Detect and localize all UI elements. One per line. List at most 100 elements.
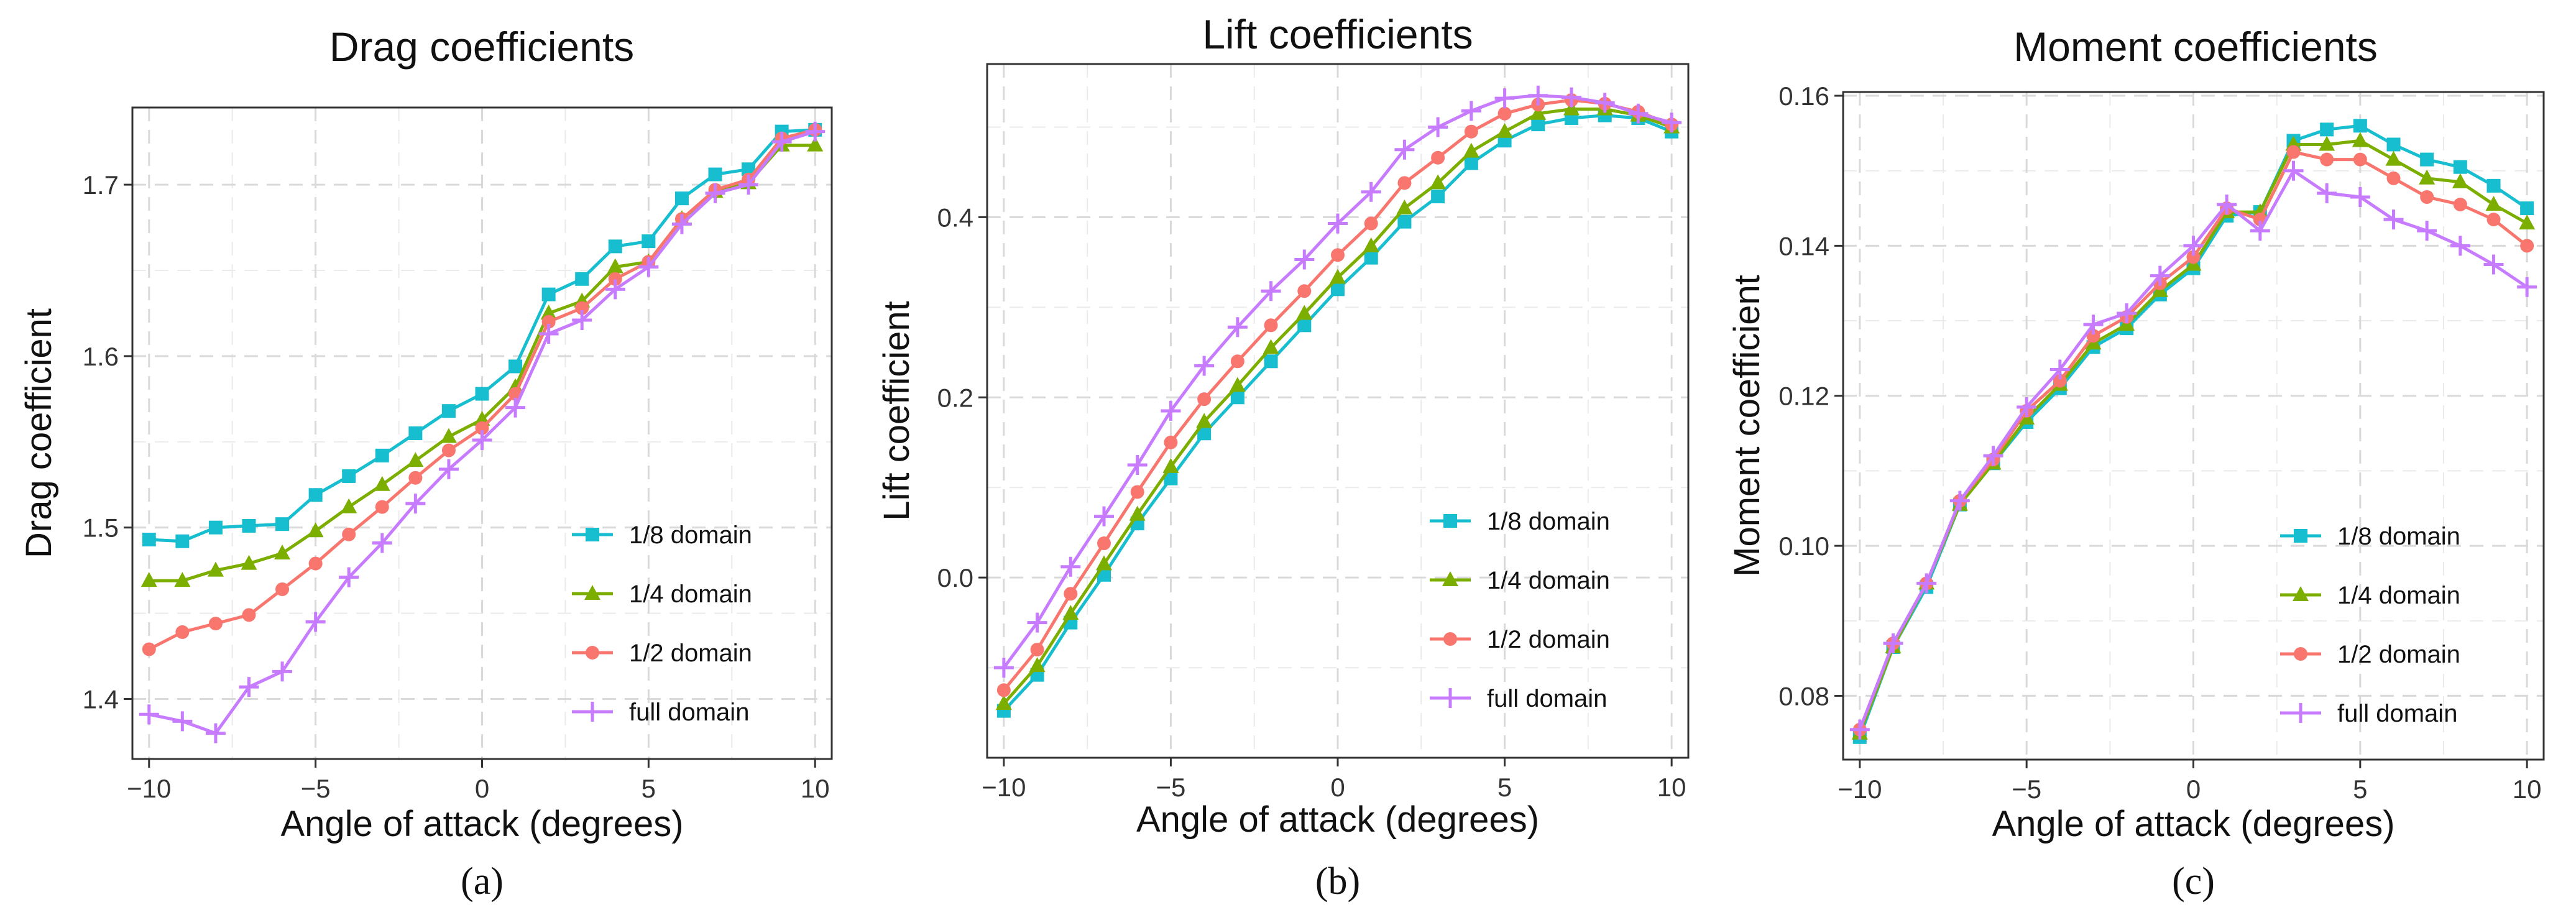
data-point: [1027, 612, 1047, 633]
x-tick-label: 5: [1497, 773, 1512, 802]
data-point: [1097, 536, 1111, 551]
data-point: [175, 534, 190, 548]
data-point: [1464, 124, 1478, 139]
data-point: [1394, 139, 1415, 160]
data-point: [272, 661, 293, 682]
data-point: [1164, 471, 1178, 485]
data-point: [2320, 152, 2334, 167]
data-point: [2453, 198, 2467, 212]
data-point: [2420, 190, 2434, 204]
x-tick-label: 10: [1657, 773, 1686, 802]
legend-swatch-marker: [584, 585, 600, 600]
x-tick-label: 5: [642, 774, 656, 803]
data-point: [2385, 150, 2402, 166]
legend-swatch-marker: [1443, 514, 1457, 528]
legend-item: 1/4 domain: [572, 581, 752, 608]
data-point: [1030, 643, 1044, 657]
data-point: [1263, 339, 1279, 354]
chart-title: Drag coefficients: [329, 24, 634, 70]
data-point: [1562, 87, 1581, 108]
y-tick-label: 0.2: [937, 383, 973, 412]
data-point: [1628, 103, 1649, 124]
data-point: [608, 272, 622, 286]
legend-swatch-marker: [2291, 703, 2311, 723]
data-point: [2320, 122, 2334, 137]
x-tick-label: −5: [2012, 775, 2041, 804]
data-point: [742, 162, 756, 177]
data-point: [1296, 305, 1313, 320]
x-tick-label: −10: [1838, 775, 1882, 804]
panel-caption: (c): [2172, 860, 2215, 903]
data-point: [505, 397, 526, 418]
legend-label: 1/4 domain: [2337, 582, 2460, 609]
data-point: [440, 428, 457, 443]
data-point: [705, 183, 725, 203]
x-tick-label: 0: [1330, 773, 1345, 802]
data-point: [605, 279, 625, 300]
data-point: [140, 572, 157, 587]
data-point: [372, 533, 392, 553]
data-point: [307, 522, 324, 538]
data-point: [541, 315, 556, 329]
data-point: [638, 257, 659, 277]
data-point: [1430, 174, 1447, 190]
data-point: [1127, 454, 1148, 475]
data-point: [1194, 356, 1215, 376]
data-point: [1196, 413, 1213, 428]
data-point: [807, 136, 824, 152]
x-tick-label: 0: [475, 774, 489, 803]
legend-item: 1/4 domain: [2280, 582, 2460, 609]
legend-label: 1/4 domain: [629, 581, 752, 608]
data-point: [342, 469, 356, 483]
legend-label: full domain: [2337, 700, 2457, 727]
data-point: [708, 167, 722, 182]
data-point: [2453, 160, 2467, 174]
legend-item: 1/2 domain: [1430, 626, 1610, 653]
legend-label: 1/8 domain: [629, 522, 752, 549]
data-point: [1396, 199, 1413, 214]
data-point: [2283, 160, 2304, 181]
data-point: [2117, 303, 2137, 323]
data-point: [1297, 318, 1312, 333]
chart-panel-1: −10 −5 0 5 10 1.4 1.5 1.6 1.7 Drag coefficients An…: [19, 24, 833, 903]
y-tick-label: 0.4: [937, 203, 973, 232]
legend-swatch-marker: [1440, 688, 1460, 708]
legend-item: 1/8 domain: [572, 522, 752, 549]
data-point: [1029, 657, 1046, 673]
data-point: [2419, 169, 2436, 185]
x-tick-label: 0: [2186, 775, 2201, 804]
data-point: [472, 430, 492, 451]
legend-swatch-marker: [582, 702, 602, 722]
y-tick-label: 0.0: [937, 563, 973, 592]
y-tick-label: 0.12: [1778, 382, 1829, 411]
data-point: [671, 214, 692, 234]
legend-label: 1/2 domain: [629, 640, 752, 667]
data-point: [2250, 221, 2270, 241]
data-point: [339, 567, 359, 587]
data-point: [142, 642, 156, 656]
data-point: [1461, 101, 1481, 121]
data-point: [2217, 195, 2237, 215]
legend-item: 1/2 domain: [572, 640, 752, 667]
chart-panel-3: −10 −5 0 5 10 0.08 0.10 0.12 0.14 0.16 Moment coef…: [1727, 24, 2545, 903]
data-point: [2350, 186, 2370, 207]
legend-label: 1/8 domain: [1487, 508, 1610, 535]
data-point: [1397, 176, 1412, 190]
data-point: [441, 443, 456, 458]
data-point: [2083, 315, 2104, 335]
x-tick-label: −5: [301, 774, 331, 803]
data-point: [2317, 183, 2337, 203]
data-point: [1530, 104, 1547, 120]
data-point: [2452, 173, 2468, 188]
data-point: [1431, 150, 1445, 165]
data-point: [1431, 190, 1445, 204]
series-1-4-domain: [995, 100, 1680, 710]
y-axis-label: Drag coefficient: [19, 308, 59, 558]
data-point: [1331, 282, 1345, 297]
series-full-domain: [139, 121, 826, 743]
data-point: [1531, 117, 1545, 132]
data-point: [1264, 318, 1278, 333]
data-point: [2183, 236, 2204, 256]
series-full-domain: [993, 85, 1682, 678]
data-point: [575, 301, 589, 315]
